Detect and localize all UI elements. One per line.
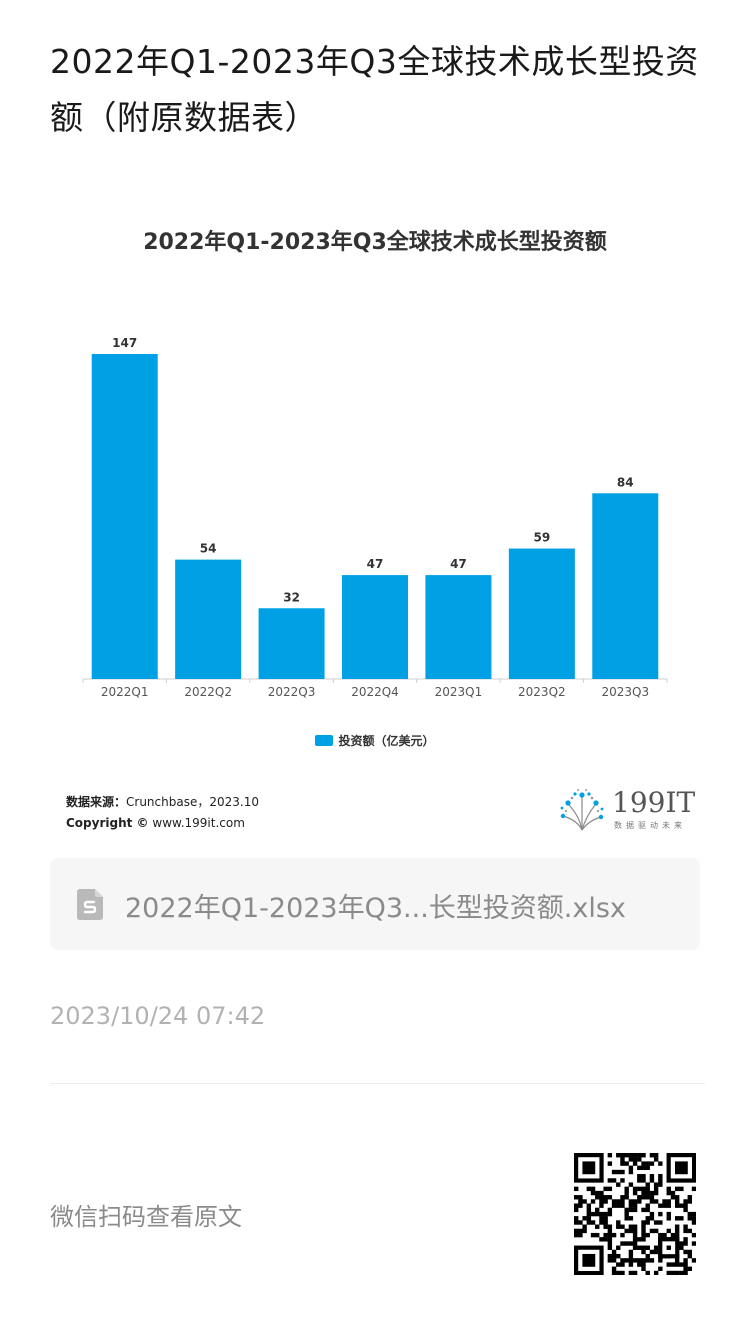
source-note: 数据来源：Crunchbase，2023.10 Copyright © www.… — [66, 792, 259, 834]
logo-text: 199IT — [612, 786, 696, 819]
attachment-card[interactable]: 2022年Q1-2023年Q3...长型投资额.xlsx — [50, 858, 700, 950]
chart-title: 2022年Q1-2023年Q3全球技术成长型投资额 — [143, 230, 607, 255]
qr-caption: 微信扫码查看原文 — [50, 1203, 242, 1231]
logo-tagline: 数据驱动未来 — [614, 821, 686, 830]
divider — [50, 1083, 705, 1084]
data-label-2022Q2: 54 — [200, 542, 217, 556]
bar-2022Q1 — [91, 354, 158, 679]
logo-dandelion-icon — [560, 789, 604, 831]
bar-2022Q3 — [258, 608, 325, 679]
data-label-2022Q1: 147 — [112, 336, 137, 350]
spreadsheet-file-icon — [77, 889, 103, 920]
x-tick-label-2022Q2: 2022Q2 — [184, 685, 232, 699]
attachment-filename[interactable]: 2022年Q1-2023年Q3...长型投资额.xlsx — [125, 893, 626, 924]
x-tick-label-2022Q3: 2022Q3 — [268, 685, 316, 699]
data-label-2023Q3: 84 — [617, 475, 634, 489]
data-label-2023Q1: 47 — [450, 557, 467, 571]
data-label-2023Q2: 59 — [534, 531, 551, 545]
x-tick-label-2023Q2: 2023Q2 — [518, 685, 566, 699]
legend-label: 投资额（亿美元） — [338, 734, 435, 748]
source-text: Crunchbase，2023.10 — [126, 795, 259, 809]
x-tick-label-2023Q3: 2023Q3 — [601, 685, 649, 699]
qr-code-icon[interactable] — [574, 1153, 696, 1275]
bar-2022Q4 — [342, 575, 408, 679]
brand-logo: 199IT 数据驱动未来 — [558, 786, 696, 834]
x-tick-label-2022Q4: 2022Q4 — [351, 685, 399, 699]
bar-2023Q2 — [508, 548, 575, 679]
bar-chart: 147 2022Q1 54 2022Q2 32 2022Q3 47 2022Q4 47 2023Q… — [82, 336, 668, 699]
x-tick-label-2023Q1: 2023Q1 — [435, 685, 483, 699]
data-label-2022Q4: 47 — [367, 557, 384, 571]
copyright-text: www.199it.com — [152, 816, 245, 830]
legend-swatch — [315, 735, 334, 746]
copyright-label: Copyright © — [66, 816, 149, 830]
data-label-2022Q3: 32 — [283, 590, 300, 604]
bar-2022Q2 — [175, 559, 242, 679]
publish-timestamp: 2023/10/24 07:42 — [50, 1002, 266, 1030]
chart-image: 2022年Q1-2023年Q3全球技术成长型投资额 147 2022Q1 54 202… — [50, 200, 700, 850]
source-label: 数据来源： — [66, 795, 127, 809]
chart-legend: 投资额（亿美元） — [50, 732, 700, 749]
x-tick-label-2022Q1: 2022Q1 — [101, 685, 149, 699]
page-title: 2022年Q1-2023年Q3全球技术成长型投资额（附原数据表） — [50, 42, 699, 137]
bar-2023Q3 — [592, 493, 659, 679]
bar-2023Q1 — [425, 575, 492, 679]
